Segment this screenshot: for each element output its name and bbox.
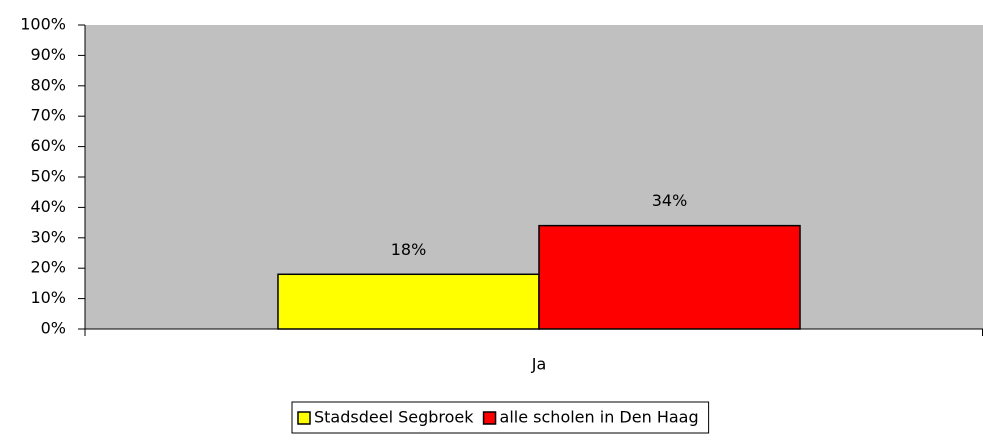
legend	[291, 401, 710, 434]
legend-label: Stadsdeel Segbroek	[314, 408, 474, 427]
y-tick-label: 40%	[30, 197, 66, 216]
data-label: 34%	[652, 191, 688, 210]
y-tick-label: 90%	[30, 45, 66, 64]
y-tick-label: 20%	[30, 258, 66, 277]
data-label: 18%	[391, 240, 427, 259]
legend-label: alle scholen in Den Haag	[500, 408, 699, 427]
legend-swatch	[482, 411, 497, 425]
x-tick-label: Ja	[531, 355, 547, 374]
y-tick-label: 70%	[30, 106, 66, 125]
bar	[277, 273, 540, 330]
y-tick-label: 10%	[30, 288, 66, 307]
y-tick-label: 100%	[20, 15, 66, 34]
y-tick-label: 60%	[30, 136, 66, 155]
y-tick-label: 50%	[30, 167, 66, 186]
y-tick-label: 0%	[41, 319, 66, 338]
legend-swatch	[297, 411, 311, 425]
bar	[538, 224, 801, 330]
y-tick-label: 80%	[30, 75, 66, 94]
y-tick-label: 30%	[30, 227, 66, 246]
